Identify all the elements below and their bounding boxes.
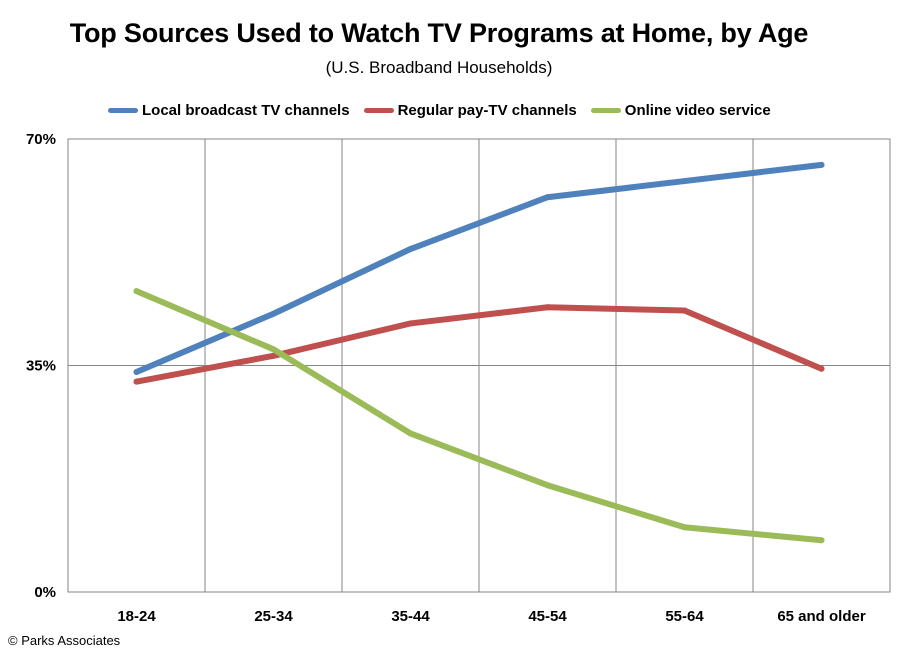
series-line-1 (133, 304, 825, 385)
data-point (681, 178, 688, 185)
data-point (544, 482, 551, 489)
legend-label-local-broadcast: Local broadcast TV channels (142, 101, 350, 119)
x-tick-label: 55-64 (665, 608, 704, 625)
series-line-2 (133, 288, 825, 544)
data-point (818, 161, 825, 168)
data-point (818, 537, 825, 544)
y-tick-label: 0% (34, 584, 56, 601)
y-tick-label: 70% (26, 131, 56, 148)
y-tick-label: 35% (26, 358, 56, 375)
legend-swatch-pay-tv (363, 107, 394, 113)
data-point (407, 430, 414, 437)
data-point (544, 304, 551, 311)
data-point (133, 378, 140, 385)
chart-title: Top Sources Used to Watch TV Programs at… (69, 18, 809, 48)
legend-item-pay-tv: Regular pay-TV channels (363, 101, 577, 119)
data-point (270, 346, 277, 353)
x-tick-label: 65 and older (777, 608, 866, 625)
legend-label-online-video: Online video service (624, 101, 771, 119)
data-point (270, 352, 277, 359)
data-point (133, 288, 140, 295)
legend-item-local-broadcast: Local broadcast TV channels (108, 102, 350, 119)
x-tick-label: 18-24 (117, 608, 156, 625)
data-point (544, 194, 551, 201)
data-point (681, 524, 688, 531)
data-point (133, 368, 140, 375)
chart-subtitle: (U.S. Broadband Households) (325, 58, 553, 77)
series-line-0 (133, 161, 825, 375)
data-point (818, 365, 825, 372)
x-tick-label: 35-44 (391, 608, 430, 625)
legend-swatch-online-video (590, 107, 621, 113)
x-tick-label: 25-34 (254, 608, 293, 625)
data-point (407, 246, 414, 253)
legend-label-pay-tv: Regular pay-TV channels (397, 101, 577, 119)
data-point (681, 307, 688, 314)
legend-swatch-local-broadcast (108, 107, 138, 113)
chart-legend: Local broadcast TV channels Regular pay-… (108, 98, 785, 122)
data-point (270, 310, 277, 317)
x-tick-label: 45-54 (528, 608, 567, 625)
legend-item-online-video: Online video service (590, 101, 771, 119)
copyright-text: © Parks Associates (8, 633, 121, 648)
data-point (407, 320, 414, 327)
